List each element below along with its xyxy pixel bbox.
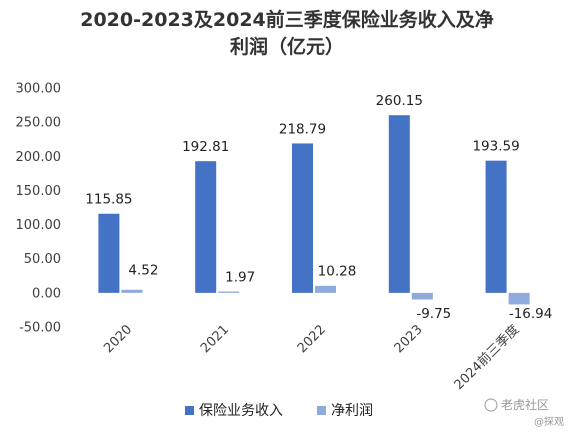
data-label-net-profit: 1.97 [225,269,255,285]
bar-net-profit [508,292,530,305]
watermark: 老虎社区 @探观 [484,397,564,428]
legend-swatch-insurance-revenue [185,406,194,415]
data-label-insurance-revenue: 192.81 [182,139,229,155]
y-tick-label: 200.00 [16,150,62,165]
data-label-insurance-revenue: 193.59 [472,139,519,155]
data-label-insurance-revenue: 218.79 [279,121,326,137]
data-label-insurance-revenue: 260.15 [376,93,423,109]
x-tick-label: 2023 [392,322,426,356]
data-label-net-profit: -16.94 [509,306,553,322]
bar-insurance-revenue [388,115,410,293]
x-tick-label: 2020 [101,322,135,356]
data-label-net-profit: 10.28 [318,264,357,280]
bar-net-profit [121,289,143,293]
y-tick-label: -50.00 [19,321,61,336]
watermark-subtext: @探观 [534,415,564,428]
bar-insurance-revenue [98,213,120,293]
x-tick-label: 2022 [295,322,329,356]
watermark-text: 老虎社区 [501,397,549,412]
y-tick-label: 100.00 [16,218,62,233]
x-tick-label: 2021 [198,322,232,356]
bar-net-profit [218,291,240,293]
y-tick-label: 0.00 [32,286,61,301]
bar-insurance-revenue [195,161,217,293]
bar-net-profit [315,285,336,293]
legend: 保险业务收入 净利润 [185,403,373,419]
y-tick-label: 50.00 [24,252,61,267]
tiger-paw-icon [484,398,498,412]
chart-title-line1: 2020-2023及2024前三季度保险业务收入及净 [80,8,494,31]
legend-label-insurance-revenue: 保险业务收入 [199,403,283,419]
bar-net-profit [411,292,433,300]
x-tick-label: 2024前三季度 [451,322,522,393]
y-tick-label: 250.00 [16,116,62,131]
data-label-insurance-revenue: 115.85 [85,192,132,208]
data-label-net-profit: 4.52 [128,262,158,278]
chart-title-line2: 利润（亿元） [230,35,344,58]
legend-label-net-profit: 净利润 [331,403,373,419]
legend-swatch-net-profit [317,406,326,415]
y-tick-label: 150.00 [16,184,62,199]
bar-insurance-revenue [485,160,507,293]
y-tick-label: 300.00 [16,82,62,97]
bar-insurance-revenue [292,143,313,293]
data-label-net-profit: -9.75 [416,306,451,322]
